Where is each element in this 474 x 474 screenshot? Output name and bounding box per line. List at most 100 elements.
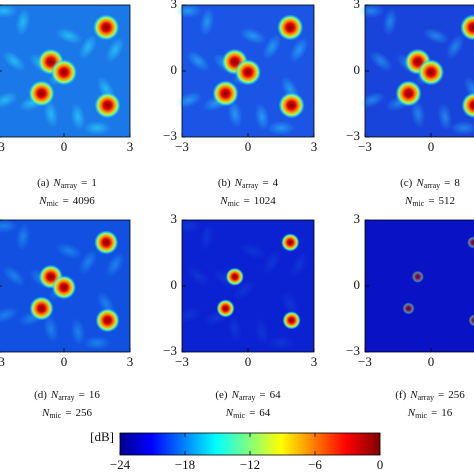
x-tick-label: −3	[0, 139, 5, 154]
symbol: N	[409, 389, 418, 401]
subscript: array	[239, 393, 255, 402]
n-mic: 256	[76, 407, 93, 419]
y-tick-label: 0	[354, 62, 361, 77]
sidelobe	[422, 27, 450, 45]
x-tick-label: 0	[61, 139, 68, 154]
x-tick-label: −3	[358, 354, 372, 369]
y-tick-label: 0	[354, 277, 361, 292]
source-peak	[216, 299, 235, 318]
source-peak	[467, 236, 474, 249]
sidelobe	[15, 223, 31, 251]
sidelobe	[445, 34, 465, 60]
x-tick-label: 0	[245, 354, 252, 369]
caption-array: (f) Narray = 256	[395, 389, 465, 402]
sidelobe	[450, 121, 474, 135]
sidelobe	[78, 249, 98, 275]
colorbar: [dB] −24 −18 −12 −6 0	[90, 429, 383, 472]
x-tick-label: −3	[175, 139, 189, 154]
source-peak	[212, 80, 239, 107]
n-mic: 64	[259, 407, 271, 419]
y-tick-label: −3	[163, 128, 177, 143]
sidelobe	[0, 4, 18, 18]
source-peak	[225, 267, 244, 286]
caption-mic: Nmic = 512	[404, 195, 455, 208]
caption-array: (d) Narray = 16	[34, 389, 100, 402]
source-peak	[94, 92, 121, 119]
source-peak	[411, 270, 424, 283]
sidelobe	[105, 252, 125, 278]
colorbar-tick-label: 0	[377, 457, 384, 472]
x-tick-label: 3	[311, 354, 318, 369]
panel-label: (b)	[218, 177, 231, 189]
sidelobe	[410, 100, 426, 128]
colorbar-tick-label: −6	[308, 457, 322, 472]
x-tick-label: 3	[127, 139, 134, 154]
symbol: N	[415, 177, 424, 189]
sidelobe	[289, 252, 309, 278]
sidelobe	[83, 121, 111, 135]
relation: =	[79, 389, 85, 401]
sidelobe	[369, 50, 393, 72]
sidelobe	[280, 291, 300, 317]
sidelobe	[254, 103, 270, 131]
sidelobe	[70, 103, 86, 131]
panel-label: (f)	[395, 389, 406, 401]
x-tick-label: −3	[0, 354, 5, 369]
sidelobe	[174, 4, 202, 18]
sidelobe	[463, 76, 474, 102]
symbol: N	[231, 389, 240, 401]
x-tick-label: 3	[311, 139, 318, 154]
sidelobe	[186, 265, 210, 287]
sidelobe	[83, 336, 111, 350]
sidelobe	[382, 8, 398, 36]
subscript: array	[58, 393, 74, 402]
subscript: mic	[47, 199, 59, 208]
sidelobe	[0, 306, 19, 324]
caption-array: (c) Narray = 8	[400, 177, 460, 190]
y-tick-label: 3	[354, 0, 361, 11]
y-tick-label: −3	[163, 343, 177, 358]
panel-label: (d)	[34, 389, 47, 401]
panel-label: (e)	[215, 389, 228, 401]
n-array: 64	[270, 389, 282, 401]
n-array: 16	[89, 389, 101, 401]
subscript: mic	[228, 199, 240, 208]
relation: =	[81, 177, 87, 189]
panel-label: (c)	[400, 177, 413, 189]
sidelobe	[267, 336, 295, 350]
source-peak	[402, 302, 415, 315]
y-tick-label: −3	[346, 128, 360, 143]
sidelobe	[105, 37, 125, 63]
source-peak	[277, 14, 304, 41]
sidelobe	[70, 318, 86, 346]
x-tick-label: 0	[245, 139, 252, 154]
sidelobe	[232, 279, 256, 301]
sidelobe	[2, 50, 26, 72]
n-mic: 512	[439, 195, 456, 207]
relation: =	[438, 389, 444, 401]
source-peak	[281, 233, 300, 252]
x-tick-label: 0	[61, 354, 68, 369]
sidelobe	[0, 219, 18, 233]
symbol: N	[41, 407, 50, 419]
source-peak	[418, 59, 444, 86]
source-peak	[52, 275, 76, 300]
x-tick-label: 3	[127, 354, 134, 369]
x-tick-label: 0	[428, 139, 435, 154]
n-mic: 4096	[73, 195, 96, 207]
panel-label: (a)	[37, 177, 50, 189]
n-array: 1	[91, 177, 97, 189]
caption-mic: Nmic = 16	[407, 407, 453, 420]
sidelobe	[437, 103, 453, 131]
caption-mic: Nmic = 1024	[219, 195, 276, 208]
relation: =	[65, 407, 71, 419]
n-mic: 16	[441, 407, 453, 419]
source-peak	[94, 230, 119, 255]
sidelobe	[55, 242, 83, 260]
sidelobe	[43, 315, 59, 343]
relation: =	[249, 407, 255, 419]
